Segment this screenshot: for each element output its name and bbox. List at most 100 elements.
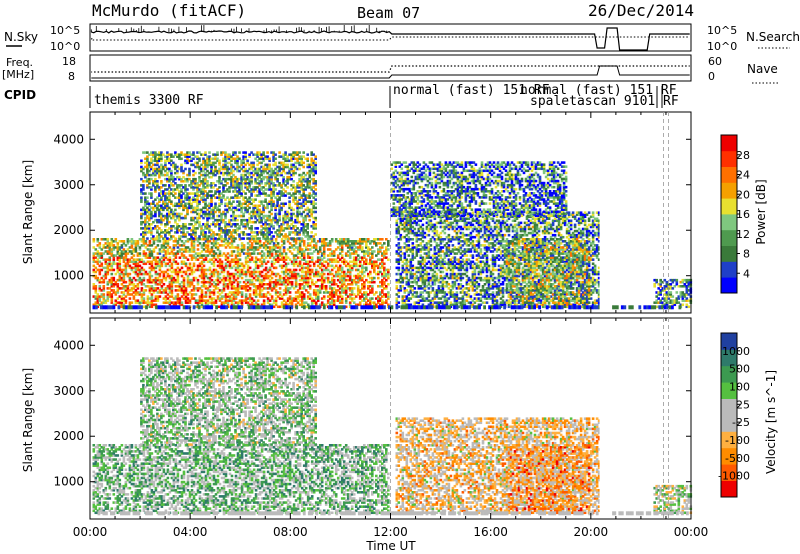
echo-cell [314, 180, 317, 183]
echo-cell [262, 301, 266, 304]
echo-cell [174, 297, 178, 300]
echo-cell [272, 188, 275, 191]
echo-cell [270, 220, 273, 224]
echo-cell [118, 262, 122, 266]
echo-cell [387, 291, 390, 294]
echo-cell [358, 274, 362, 278]
echo-cell [373, 303, 376, 307]
echo-cell [250, 272, 254, 276]
echo-cell [266, 260, 270, 264]
echo-cell [174, 218, 177, 222]
echo-cell [288, 246, 292, 249]
echo-cell [134, 240, 138, 243]
echo-cell [363, 262, 366, 266]
echo-cell [254, 194, 257, 197]
echo-cell [182, 293, 186, 296]
echo-cell [184, 155, 187, 158]
echo-cell [296, 208, 299, 212]
echo-cell [383, 266, 386, 270]
echo-cell [268, 188, 271, 191]
echo-cell [276, 260, 280, 264]
echo-cell [148, 303, 152, 307]
echo-cell [270, 252, 274, 255]
echo-cell [266, 233, 269, 236]
echo-cell [268, 210, 271, 214]
echo-cell [354, 268, 358, 272]
echo-cell [150, 301, 154, 304]
echo-cell [292, 173, 295, 177]
echo-cell [268, 202, 271, 206]
echo-cell [302, 250, 306, 253]
echo-cell [282, 169, 285, 173]
echo-cell [302, 242, 306, 245]
echo-cell [365, 268, 368, 272]
echo-cell [176, 295, 180, 298]
echo-cell [108, 280, 112, 284]
echo-cell [160, 223, 163, 226]
echo-cell [300, 283, 304, 286]
echo-cell [308, 260, 312, 264]
echo-cell [168, 299, 172, 302]
echo-cell [156, 229, 159, 232]
echo-cell [100, 248, 104, 251]
echo-cell [284, 301, 288, 304]
echo-cell [198, 252, 202, 255]
echo-cell [240, 244, 244, 247]
echo-cell [258, 242, 262, 245]
echo-cell [367, 272, 370, 276]
echo-cell [140, 260, 144, 264]
echo-cell [248, 297, 252, 300]
echo-cell [234, 196, 237, 199]
echo-cell [298, 240, 302, 243]
echo-cell [300, 206, 303, 210]
echo-cell [192, 210, 195, 214]
echo-cell [250, 190, 253, 193]
echo-cell [256, 169, 259, 173]
echo-cell [186, 258, 190, 261]
echo-cell [236, 289, 240, 292]
echo-cell [286, 303, 290, 307]
echo-cell [276, 173, 279, 177]
echo-cell [352, 293, 356, 296]
echo-cell [256, 204, 259, 208]
echo-cell [288, 258, 292, 261]
echo-cell [184, 167, 187, 171]
echo-cell [340, 266, 344, 270]
echo-cell [142, 208, 145, 212]
echo-cell [222, 244, 226, 247]
echo-cell [272, 153, 275, 156]
echo-cell [180, 274, 184, 278]
echo-cell [282, 163, 285, 167]
echo-cell [320, 262, 324, 266]
echo-cell [198, 299, 202, 302]
echo-cell [206, 218, 209, 222]
echo-cell [266, 283, 270, 286]
echo-cell [176, 299, 180, 302]
echo-cell [284, 165, 287, 169]
echo-cell [379, 266, 382, 270]
echo-cell [264, 214, 267, 218]
echo-cell [202, 264, 206, 268]
echo-cell [296, 182, 299, 185]
echo-cell [218, 171, 221, 175]
echo-cell [258, 210, 261, 214]
echo-cell [292, 171, 295, 175]
echo-cell [110, 295, 114, 298]
echo-cell [208, 229, 211, 232]
echo-cell [346, 262, 350, 266]
echo-cell [234, 206, 237, 210]
echo-cell [238, 262, 242, 266]
echo-cell [192, 200, 195, 203]
echo-cell [104, 266, 108, 270]
echo-cell [326, 254, 330, 257]
echo-cell [204, 210, 207, 214]
echo-cell [266, 167, 269, 171]
echo-cell [148, 225, 151, 228]
echo-cell [276, 295, 280, 298]
echo-cell [294, 272, 298, 276]
echo-cell [184, 291, 188, 294]
echo-cell [186, 250, 190, 253]
echo-cell [170, 248, 174, 251]
echo-cell [218, 163, 221, 167]
echo-cell [310, 260, 314, 264]
